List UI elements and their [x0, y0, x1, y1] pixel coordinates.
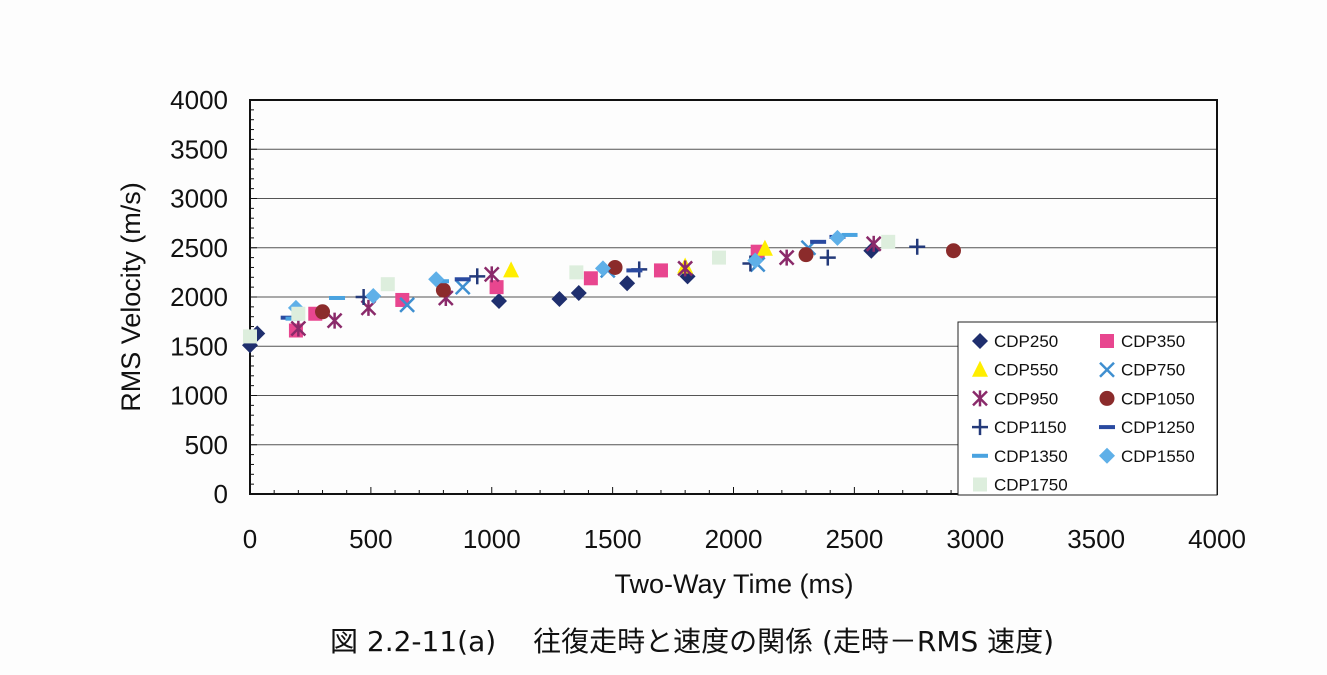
data-point: [399, 296, 416, 313]
data-point: [483, 266, 500, 283]
y-tick-label: 2500: [170, 233, 228, 263]
figure-caption: 図 2.2-11(a) 往復走時と速度の関係 (走時－RMS 速度): [330, 625, 1055, 658]
data-point: [329, 295, 346, 300]
legend-marker: [972, 333, 988, 349]
data-point: [711, 250, 726, 265]
data-point: [570, 285, 587, 302]
legend-marker: [972, 360, 988, 377]
data-point: [454, 277, 471, 282]
x-tick-labels: 0 500 1000 1500 2000 2500 3000 3500 4000: [243, 524, 1246, 554]
x-tick-label: 2500: [825, 524, 883, 554]
data-point: [551, 290, 568, 307]
legend-entry-label: CDP350: [1121, 332, 1185, 351]
legend-entry-label: CDP750: [1121, 361, 1185, 380]
y-tick-label: 2000: [170, 282, 228, 312]
data-point: [677, 260, 694, 277]
x-tick-label: 3500: [1067, 524, 1125, 554]
x-axis-title: Two-Way Time (ms): [615, 569, 854, 599]
data-point: [798, 247, 814, 263]
legend-entry-label: CDP1250: [1121, 418, 1195, 437]
y-tick-label: 0: [214, 479, 228, 509]
data-point: [583, 271, 598, 286]
legend-marker: [1099, 447, 1115, 464]
legend-box: [957, 321, 1218, 496]
legend-marker: [972, 453, 988, 458]
legend-entry-label: CDP550: [994, 361, 1058, 380]
data-point: [653, 263, 668, 278]
legend-entry-label: CDP1350: [994, 447, 1068, 466]
legend-marker: [972, 390, 988, 407]
data-point: [881, 234, 896, 249]
data-point: [778, 249, 795, 266]
y-tick-label: 500: [185, 430, 228, 460]
legend-marker: [1099, 425, 1115, 430]
y-tick-label: 1500: [170, 331, 228, 361]
data-point: [469, 268, 486, 285]
plot-area: [249, 99, 1218, 495]
data-point: [607, 259, 623, 275]
data-point: [428, 271, 445, 288]
x-tick-label: 1000: [463, 524, 521, 554]
data-point: [489, 280, 504, 295]
scatter-chart: 0 500 1000 1500 2000 2500 3000 3500 4000 0 500 100…: [116, 85, 1246, 599]
legend-marker: [973, 477, 987, 492]
legend-entry-label: CDP250: [994, 332, 1058, 351]
data-point: [626, 268, 643, 273]
y-tick-label: 1000: [170, 381, 228, 411]
x-tick-label: 4000: [1188, 524, 1246, 554]
x-tick-label: 500: [349, 524, 392, 554]
y-tick-labels: 0 500 1000 1500 2000 2500 3000 3500 4000: [170, 85, 228, 509]
legend-entry-label: CDP1750: [994, 476, 1068, 495]
data-point: [909, 238, 926, 255]
data-point: [454, 279, 471, 296]
data-point: [491, 292, 508, 309]
y-tick-label: 4000: [170, 85, 228, 115]
data-point: [503, 261, 520, 278]
data-point: [756, 239, 773, 256]
legend-marker: [1099, 390, 1115, 406]
legend-entry-label: CDP1550: [1121, 447, 1195, 466]
legend: CDP250 CDP350 CDP550 CDP750 CDP950 CDP1050 CDP…: [957, 321, 1218, 496]
x-tick-label: 1500: [584, 524, 642, 554]
grid-lines: [250, 148, 1217, 446]
x-tick-label: 3000: [946, 524, 1004, 554]
data-point: [810, 239, 827, 244]
y-tick-label: 3000: [170, 184, 228, 214]
x-tick-label: 2000: [705, 524, 763, 554]
data-point: [569, 265, 584, 280]
data-point: [619, 275, 636, 292]
x-tick-label: 0: [243, 524, 257, 554]
legend-entry-label: CDP1150: [994, 418, 1066, 437]
data-point: [435, 282, 451, 298]
legend-entry-label: CDP950: [994, 389, 1058, 408]
data-point: [841, 232, 858, 237]
data-point: [380, 277, 395, 292]
data-points: [242, 229, 961, 354]
legend-marker: [1100, 334, 1114, 348]
y-axis-title: RMS Velocity (m/s): [116, 182, 146, 412]
y-tick-label: 3500: [170, 134, 228, 164]
data-point: [829, 229, 846, 246]
data-point: [747, 252, 764, 269]
data-point: [819, 249, 836, 266]
data-point: [365, 288, 382, 305]
data-point: [865, 235, 882, 252]
data-point: [290, 320, 307, 337]
data-point: [291, 306, 306, 321]
data-point: [945, 243, 961, 259]
legend-marker: [972, 419, 988, 436]
data-point: [315, 304, 331, 320]
legend-marker: [1099, 361, 1115, 378]
legend-entry-label: CDP1050: [1121, 389, 1195, 408]
data-point: [594, 260, 611, 277]
data-point: [243, 329, 257, 344]
data-point: [326, 312, 343, 329]
